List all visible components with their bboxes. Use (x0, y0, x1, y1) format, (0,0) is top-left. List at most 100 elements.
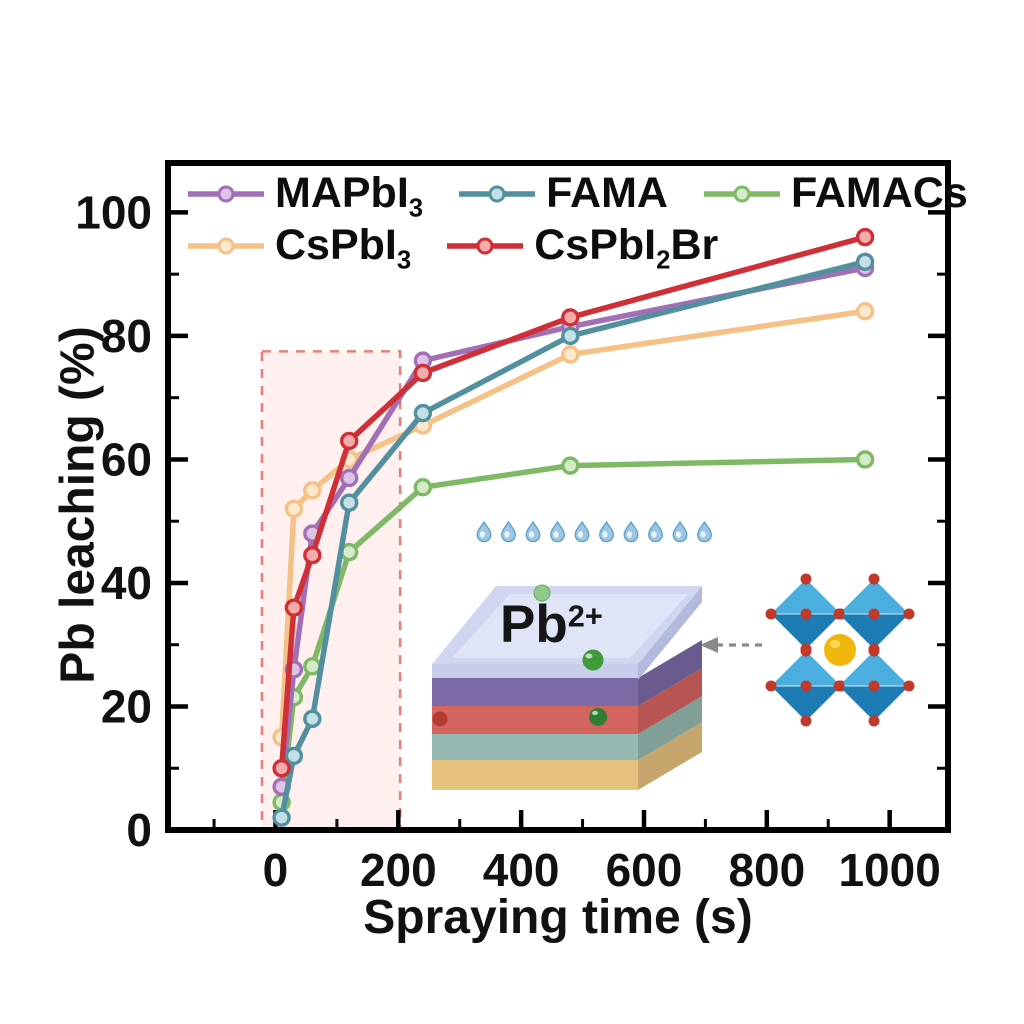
halide-atom-icon (868, 608, 880, 620)
octahedron-icon (771, 579, 841, 614)
halide-atom-icon (868, 715, 880, 727)
halide-atom-icon (800, 608, 812, 620)
x-tick-label: 1000 (838, 844, 940, 896)
stack-layer-teal-shade (638, 696, 702, 760)
halide-atom-icon (765, 608, 777, 620)
pb-ion-sphere (533, 584, 551, 602)
series-marker-CsPbI2Br (284, 598, 304, 617)
octahedron-icon (839, 579, 909, 614)
octahedron-icon (839, 651, 909, 686)
legend-item-CsPbI3: CsPbI3 (186, 221, 412, 275)
water-slab-side (638, 586, 702, 680)
legend-item-FAMACs: FAMACs (702, 172, 968, 215)
water-droplet-icon (623, 520, 639, 543)
water-slab-front (432, 664, 638, 678)
stack-layer-red-shade (638, 668, 702, 734)
series-marker-CsPbI3 (303, 481, 322, 500)
series-marker-CsPbI2Br (561, 308, 580, 327)
legend-item-CsPbI2Br: CsPbI2Br (445, 221, 719, 275)
series-marker-CsPbI2Br (272, 759, 291, 778)
pointer-arrowhead-icon (700, 637, 718, 653)
legend-label-MAPbI3: MAPbI3 (275, 169, 424, 223)
water-droplet-icon (672, 520, 688, 543)
series-marker-CsPbI2Br (855, 227, 875, 247)
stack-layer-red (432, 706, 638, 734)
pb-ion-highlight (585, 653, 593, 659)
x-tick-label: 600 (606, 844, 683, 896)
water-droplet-icon (599, 520, 614, 543)
pb-ion-text: Pb (500, 595, 568, 654)
octahedron-icon (771, 651, 841, 686)
plot-frame (165, 160, 951, 833)
legend-line-marker-FAMACs (703, 185, 780, 202)
water-droplet-icon (574, 520, 590, 543)
halide-atom-icon (903, 608, 915, 620)
series-marker-FAMA (272, 808, 291, 827)
halide-atom-icon (833, 680, 845, 692)
pb-ion-sphere (582, 649, 604, 671)
legend-line-marker-MAPbI3 (188, 185, 264, 202)
series-marker-FAMA (561, 326, 580, 346)
series-marker-FAMACs (561, 456, 580, 475)
water-droplet-icon (476, 520, 492, 543)
legend-line-marker-FAMA (459, 185, 536, 202)
series-marker-CsPbI2Br (339, 431, 359, 451)
y-tick-label: 40 (101, 557, 152, 609)
pb-ion-sphere (589, 708, 607, 726)
halide-atom-icon (800, 645, 812, 657)
halide-atom-icon (868, 573, 880, 585)
cation-atom-icon (824, 634, 856, 666)
x-axis-label: Spraying time (s) (363, 891, 753, 944)
halide-atom-icon (903, 680, 915, 692)
y-tick-label: 80 (101, 310, 152, 362)
y-tick-label: 20 (101, 680, 152, 732)
series-marker-CsPbI2Br (413, 363, 433, 383)
legend-line-marker-CsPbI3 (188, 237, 264, 254)
stack-layer-purple-shade (638, 640, 702, 706)
chart-legend: MAPbI3 FAMA FAMACs CsPbI3 CsPbI2Br (186, 169, 968, 275)
series-marker-CsPbI3 (561, 345, 580, 364)
y-tick-label: 0 (126, 804, 152, 856)
legend-label-CsPbI2Br: CsPbI2Br (534, 221, 719, 275)
series-marker-FAMACs (855, 450, 875, 469)
series-marker-CsPbI3 (855, 302, 875, 321)
pb-ion-label: Pb2+ (500, 598, 603, 651)
red-ion-sphere (432, 711, 448, 727)
stack-layer-bottom-side (638, 722, 702, 790)
x-tick-label: 0 (263, 844, 289, 896)
halide-atom-icon (833, 608, 845, 620)
stack-layer-bottom (432, 760, 638, 790)
x-tick-label: 800 (728, 844, 805, 896)
cation-highlight (830, 640, 840, 648)
octahedron-icon (839, 614, 909, 649)
halide-atom-icon (800, 573, 812, 585)
halide-atom-icon (868, 645, 880, 657)
legend-label-FAMA: FAMA (546, 169, 668, 217)
octahedron-icon (839, 686, 909, 721)
stack-layer-teal (432, 734, 638, 760)
halide-atom-icon (800, 715, 812, 727)
stack-layer-teal-side (638, 696, 702, 760)
stack-layer-purple-side (638, 640, 702, 706)
series-marker-FAMA (339, 493, 359, 512)
legend-label-CsPbI3: CsPbI3 (275, 221, 412, 275)
octahedron-icon (771, 686, 841, 721)
series-marker-FAMA (413, 403, 433, 423)
series-marker-CsPbI3 (284, 499, 304, 519)
stack-layer-red-side (638, 668, 702, 734)
series-marker-CsPbI2Br (303, 545, 322, 565)
halide-atom-icon (868, 680, 880, 692)
halide-atom-icon (800, 680, 812, 692)
series-marker-FAMA (303, 709, 322, 729)
stack-layer-bottom-shade (638, 722, 702, 790)
stack-layer-purple (432, 678, 638, 706)
legend-line-marker-CsPbI2Br (447, 237, 524, 254)
series-marker-MAPbI3 (339, 468, 359, 488)
pb-ion-charge: 2+ (567, 598, 603, 634)
water-droplet-icon (550, 520, 565, 543)
legend-label-FAMACs: FAMACs (790, 169, 968, 217)
legend-item-FAMA: FAMA (457, 172, 668, 215)
